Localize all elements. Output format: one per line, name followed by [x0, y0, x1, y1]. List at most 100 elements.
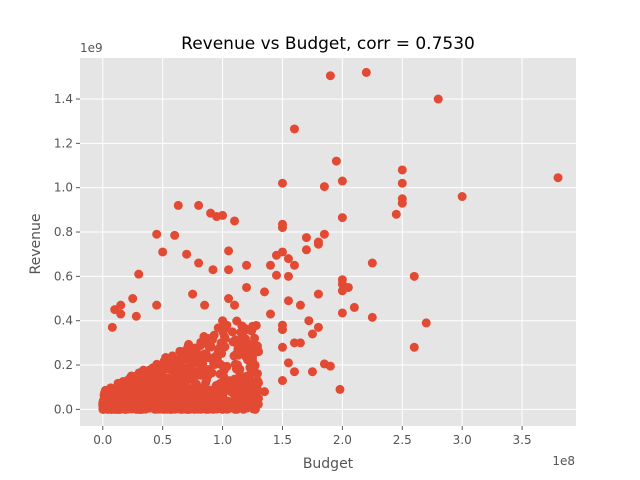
data-point — [301, 245, 311, 255]
data-point — [117, 400, 127, 410]
data-point — [222, 379, 232, 389]
data-point — [122, 389, 132, 399]
data-point — [335, 384, 345, 394]
data-point — [421, 318, 431, 328]
x-tick-label: 0.0 — [93, 433, 112, 447]
data-point — [212, 212, 222, 222]
data-point — [248, 363, 258, 373]
data-point — [208, 265, 218, 275]
y-tick-label: 0.6 — [54, 269, 73, 283]
y-tick-label: 1.4 — [54, 92, 73, 106]
data-point — [213, 348, 223, 358]
data-point — [224, 265, 234, 275]
data-point — [134, 269, 144, 279]
data-point — [277, 325, 287, 335]
data-point — [265, 309, 275, 319]
data-point — [240, 323, 250, 333]
data-point — [232, 360, 242, 370]
data-point — [158, 247, 168, 257]
data-point — [277, 178, 287, 188]
data-point — [170, 230, 180, 240]
data-point — [144, 382, 154, 392]
data-point — [194, 258, 204, 268]
data-point — [201, 349, 211, 359]
y-tick-label: 0.8 — [54, 225, 73, 239]
x-tick-label: 0.5 — [153, 433, 172, 447]
data-point — [409, 271, 419, 281]
data-point — [183, 385, 193, 395]
y-axis-offset-label: 1e9 — [80, 41, 103, 55]
data-point — [167, 399, 177, 409]
data-point — [157, 399, 167, 409]
data-point — [242, 282, 252, 292]
data-point — [148, 375, 158, 385]
grid — [80, 58, 576, 426]
data-point — [271, 270, 281, 280]
data-point — [128, 373, 138, 383]
data-point — [283, 358, 293, 368]
x-axis-ticks: 0.0 0.5 1.0 1.5 2.0 2.5 3.0 3.5 — [93, 426, 532, 447]
data-point — [289, 124, 299, 134]
data-point — [248, 339, 258, 349]
data-point — [307, 329, 317, 339]
data-point — [313, 322, 323, 332]
y-tick-label: 0.4 — [54, 314, 73, 328]
data-point — [230, 400, 240, 410]
data-point — [367, 258, 377, 268]
data-point — [200, 300, 210, 310]
data-point — [313, 239, 323, 249]
data-point — [397, 198, 407, 208]
data-point — [265, 260, 275, 270]
y-axis-label: Revenue — [28, 214, 44, 275]
data-point — [242, 382, 252, 392]
y-axis-ticks: 0.0 0.2 0.4 0.6 0.8 1.0 1.2 1.4 — [54, 92, 80, 416]
x-tick-label: 3.0 — [453, 433, 472, 447]
data-point — [184, 398, 194, 408]
data-point — [161, 353, 171, 363]
data-point — [289, 367, 299, 377]
data-point — [218, 404, 228, 414]
data-point — [186, 345, 196, 355]
data-point — [289, 260, 299, 270]
data-point — [397, 178, 407, 188]
data-point — [129, 396, 139, 406]
data-points — [98, 67, 563, 414]
data-point — [277, 223, 287, 233]
data-point — [337, 286, 347, 296]
data-point — [325, 361, 335, 371]
data-point — [277, 342, 287, 352]
data-point — [283, 296, 293, 306]
x-axis-label: Budget — [303, 456, 354, 472]
data-point — [337, 213, 347, 223]
data-point — [170, 382, 180, 392]
data-point — [219, 332, 229, 342]
data-point — [304, 316, 314, 326]
data-point — [136, 398, 146, 408]
data-point — [128, 294, 138, 304]
data-point — [234, 367, 244, 377]
data-point — [231, 335, 241, 345]
data-point — [182, 249, 192, 259]
data-point — [391, 209, 401, 219]
data-point — [187, 369, 197, 379]
data-point — [242, 260, 252, 270]
data-point — [283, 254, 293, 264]
data-point — [331, 156, 341, 166]
data-point — [226, 387, 236, 397]
data-point — [349, 302, 359, 312]
x-tick-label: 1.5 — [273, 433, 292, 447]
data-point — [247, 326, 257, 336]
data-point — [159, 374, 169, 384]
data-point — [224, 246, 234, 256]
data-point — [313, 289, 323, 299]
data-point — [188, 289, 198, 299]
data-point — [131, 311, 141, 321]
y-tick-label: 1.2 — [54, 136, 73, 150]
data-point — [107, 322, 117, 332]
data-point — [142, 366, 152, 376]
data-point — [193, 404, 203, 414]
data-point — [325, 71, 335, 81]
data-point — [191, 383, 201, 393]
data-point — [201, 375, 211, 385]
